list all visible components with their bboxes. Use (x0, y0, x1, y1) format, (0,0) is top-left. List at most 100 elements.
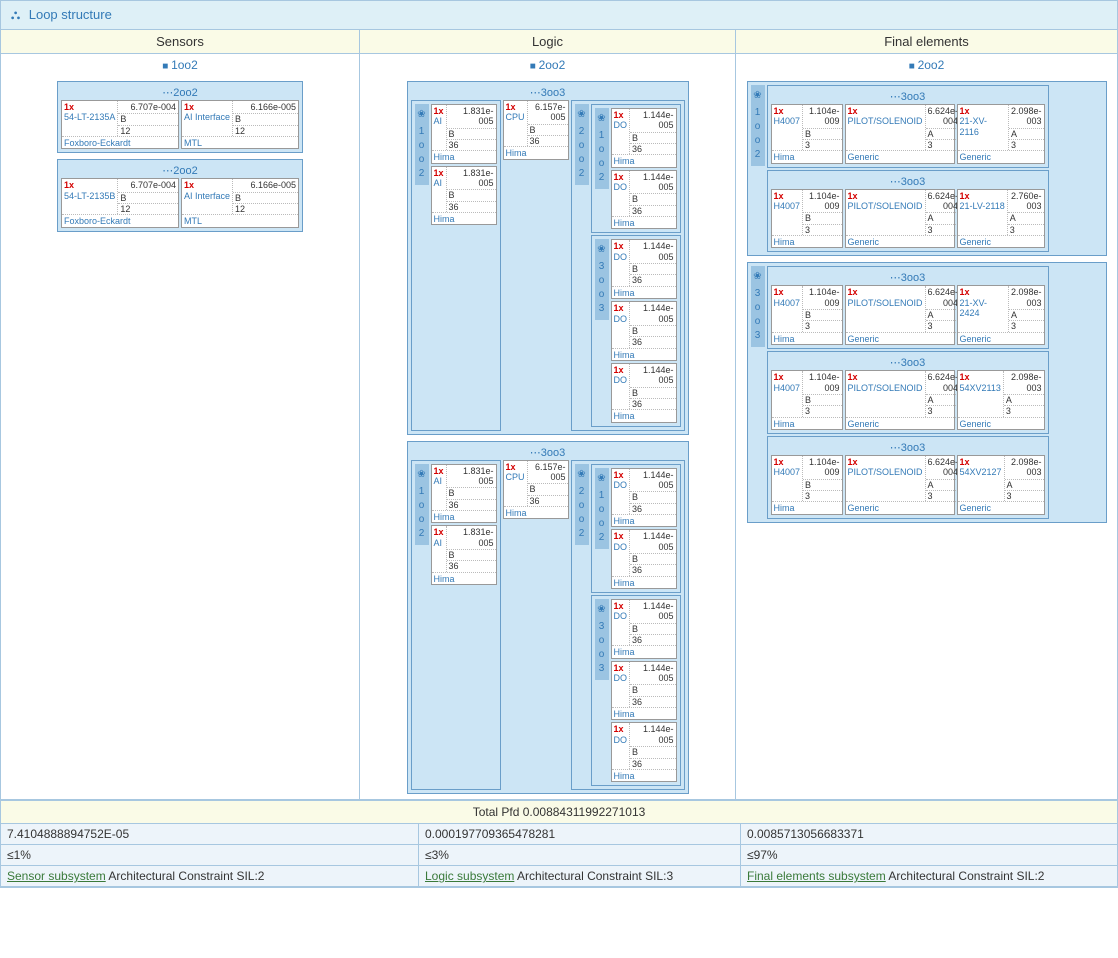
voting-label[interactable]: ❀1oo2 (595, 108, 609, 189)
voting-icon: ❀ (417, 468, 425, 482)
device[interactable]: 1x DO 1.144e-005 B 36 Hima (611, 301, 677, 361)
group-header[interactable]: ⋯3oo3 (771, 270, 1045, 285)
voting-group: ⋯3oo3 1x H4007 1.104e-009 B 3 Hima 1x PI… (767, 170, 1049, 253)
device[interactable]: 1x AI Interface 6.166e-005 B 12 MTL (181, 178, 299, 227)
device[interactable]: 1x PILOT/SOLENOID 6.624e-004 A 3 Generic (845, 455, 955, 515)
device-vendor: Hima (504, 506, 568, 518)
device[interactable]: 1x DO 1.144e-005 B 36 Hima (611, 599, 677, 659)
device-n: 3 (803, 406, 841, 416)
device-b: B (630, 133, 676, 144)
device-vendor: Foxboro-Eckardt (62, 214, 178, 226)
device-mult: 1x (64, 180, 115, 190)
device[interactable]: 1x 54-LT-2135B 6.707e-004 B 12 Foxboro-E… (61, 178, 179, 227)
device[interactable]: 1x H4007 1.104e-009 B 3 Hima (771, 285, 843, 345)
device[interactable]: 1x 21-LV-2118 2.760e-003 A 3 Generic (957, 189, 1045, 249)
device-mult: 1x (774, 287, 801, 297)
device[interactable]: 1x 21-XV-2116 2.098e-003 A 3 Generic (957, 104, 1045, 164)
voting-label[interactable]: ❀3oo3 (595, 239, 609, 320)
device[interactable]: 1x DO 1.144e-005 B 36 Hima (611, 722, 677, 782)
device[interactable]: 1x DO 1.144e-005 B 36 Hima (611, 170, 677, 230)
device-vendor: Generic (958, 235, 1044, 247)
device-vendor: Hima (772, 417, 842, 429)
arch-logic-link[interactable]: Logic subsystem (425, 869, 514, 883)
device[interactable]: 1x H4007 1.104e-009 B 3 Hima (771, 370, 843, 430)
device[interactable]: 1x DO 1.144e-005 B 36 Hima (611, 108, 677, 168)
device-name: 54XV2113 (960, 383, 1001, 393)
device[interactable]: 1x 54-LT-2135A 6.707e-004 B 12 Foxboro-E… (61, 100, 179, 149)
device-name: 21-XV-2424 (960, 298, 1006, 319)
device[interactable]: 1x AI 1.831e-005 B 36 Hima (431, 464, 497, 524)
device-name: H4007 (774, 201, 801, 211)
voting-label[interactable]: ❀3oo3 (751, 266, 765, 347)
device[interactable]: 1x AI 1.831e-005 B 36 Hima (431, 525, 497, 585)
pct-final: ≤97% (741, 845, 1117, 866)
device[interactable]: 1x 54XV2127 2.098e-003 A 3 Generic (957, 455, 1045, 515)
device[interactable]: 1x H4007 1.104e-009 B 3 Hima (771, 189, 843, 249)
group-header[interactable]: ⋯3oo3 (771, 89, 1045, 104)
device[interactable]: 1x PILOT/SOLENOID 6.624e-004 A 3 Generic (845, 285, 955, 345)
device-b: B (447, 550, 496, 561)
device[interactable]: 1x AI Interface 6.166e-005 B 12 MTL (181, 100, 299, 149)
device-n: 3 (926, 321, 961, 331)
device[interactable]: 1x AI 1.831e-005 B 36 Hima (431, 104, 497, 164)
device-name: CPU (506, 472, 525, 482)
device[interactable]: 1x PILOT/SOLENOID 6.624e-004 A 3 Generic (845, 104, 955, 164)
group-header[interactable]: ⋯3oo3 (411, 85, 685, 100)
device-b: B (447, 488, 496, 499)
device[interactable]: 1x DO 1.144e-005 B 36 Hima (611, 239, 677, 299)
group-header[interactable]: ⋯3oo3 (771, 440, 1045, 455)
device[interactable]: 1x DO 1.144e-005 B 36 Hima (611, 468, 677, 528)
device[interactable]: 1x CPU 6.157e-005 B 36 Hima (503, 460, 569, 520)
device[interactable]: 1x DO 1.144e-005 B 36 Hima (611, 661, 677, 721)
pct-logic: ≤3% (419, 845, 741, 866)
device[interactable]: 1x PILOT/SOLENOID 6.624e-004 A 3 Generic (845, 189, 955, 249)
device-name: DO (614, 673, 628, 683)
device-n: 12 (233, 126, 298, 136)
voting-group: ⋯3oo3 1x H4007 1.104e-009 B 3 Hima 1x PI… (767, 351, 1049, 434)
device[interactable]: 1x H4007 1.104e-009 B 3 Hima (771, 104, 843, 164)
group-header[interactable]: ⋯2oo2 (61, 163, 299, 178)
voting-icon: ❀ (577, 108, 585, 122)
group-header[interactable]: ⋯2oo2 (61, 85, 299, 100)
device-name: DO (614, 375, 628, 385)
device[interactable]: 1x DO 1.144e-005 B 36 Hima (611, 529, 677, 589)
device-n: 36 (630, 697, 676, 707)
arch-final-link[interactable]: Final elements subsystem (747, 869, 886, 883)
device-mult: 1x (506, 462, 525, 472)
voting-label[interactable]: ❀1oo2 (415, 464, 429, 545)
device-b: A (1009, 310, 1044, 321)
device-vendor: Generic (846, 417, 961, 429)
voting-label[interactable]: ❀3oo3 (595, 599, 609, 680)
device-n: 3 (803, 140, 841, 150)
device-vendor: Hima (612, 769, 676, 781)
sensors-body: ⋯2oo2 1x 54-LT-2135A 6.707e-004 B 12 Fox… (1, 76, 359, 237)
device[interactable]: 1x H4007 1.104e-009 B 3 Hima (771, 455, 843, 515)
sensors-vote[interactable]: 1oo2 (1, 54, 359, 76)
arch-sensors-link[interactable]: Sensor subsystem (7, 869, 106, 883)
device[interactable]: 1x PILOT/SOLENOID 6.624e-004 A 3 Generic (845, 370, 955, 430)
voting-label[interactable]: ❀1oo2 (595, 468, 609, 549)
device-vendor: Hima (772, 332, 842, 344)
voting-label[interactable]: ❀2oo2 (575, 104, 589, 185)
voting-icon: ❀ (753, 89, 761, 103)
logic-vote[interactable]: 2oo2 (360, 54, 735, 76)
group-header[interactable]: ⋯3oo3 (771, 355, 1045, 370)
device-mult: 1x (614, 241, 628, 251)
device-n: 36 (630, 275, 676, 285)
group-header[interactable]: ⋯3oo3 (411, 445, 685, 460)
device-pfd: 1.104e-009 (803, 371, 841, 395)
device[interactable]: 1x DO 1.144e-005 B 36 Hima (611, 363, 677, 423)
group-header[interactable]: ⋯3oo3 (771, 174, 1045, 189)
device[interactable]: 1x CPU 6.157e-005 B 36 Hima (503, 100, 569, 160)
device[interactable]: 1x AI 1.831e-005 B 36 Hima (431, 166, 497, 226)
device-n: 3 (926, 491, 961, 501)
device-mult: 1x (614, 601, 628, 611)
device-pfd: 1.104e-009 (803, 286, 841, 310)
device[interactable]: 1x 54XV2113 2.098e-003 A 3 Generic (957, 370, 1045, 430)
device-b: B (803, 129, 841, 140)
voting-label[interactable]: ❀1oo2 (415, 104, 429, 185)
final-vote[interactable]: 2oo2 (736, 54, 1117, 76)
voting-label[interactable]: ❀2oo2 (575, 464, 589, 545)
device[interactable]: 1x 21-XV-2424 2.098e-003 A 3 Generic (957, 285, 1045, 345)
voting-label[interactable]: ❀1oo2 (751, 85, 765, 166)
